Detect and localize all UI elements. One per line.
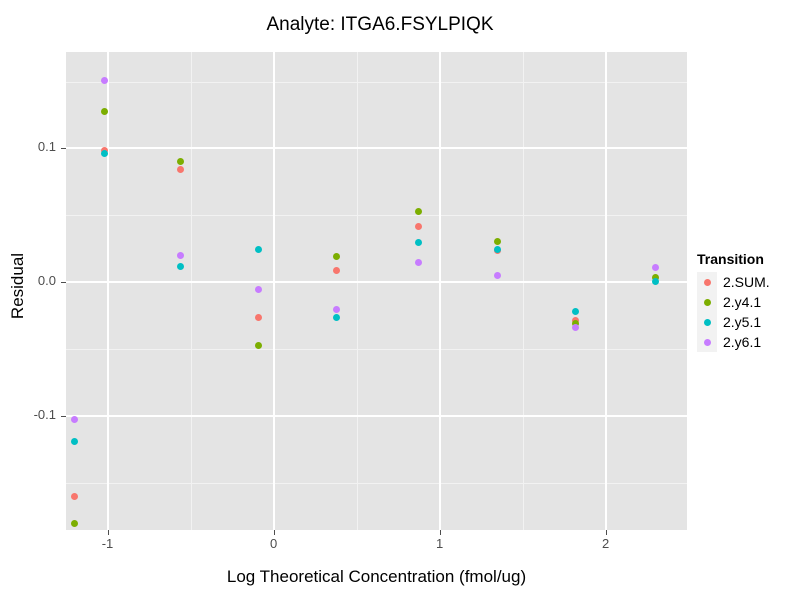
legend-items: 2.SUM. 2.y4.1 2.y5.1 2.y6.1 xyxy=(697,272,797,352)
data-point xyxy=(414,207,422,215)
data-point xyxy=(177,157,185,165)
data-point xyxy=(255,246,263,253)
gridline-vertical-major xyxy=(272,52,275,530)
data-point xyxy=(414,238,422,246)
x-axis-tick-mark xyxy=(605,530,607,535)
data-point xyxy=(255,314,263,322)
x-axis-tick-mark xyxy=(439,530,441,535)
data-point xyxy=(572,308,580,316)
data-point xyxy=(652,264,659,272)
legend-item-label: 2.SUM. xyxy=(723,274,770,290)
gridline-horizontal-minor xyxy=(66,349,687,351)
gridline-horizontal-minor xyxy=(66,483,687,485)
gridline-vertical-major xyxy=(106,52,109,530)
gridline-horizontal-major xyxy=(66,415,687,418)
data-point xyxy=(414,222,422,230)
legend-title: Transition xyxy=(697,251,764,267)
legend-color-dot-icon xyxy=(703,318,711,326)
legend-key-swatch xyxy=(697,332,717,352)
page-title: Analyte: ITGA6.FSYLPIQK xyxy=(266,14,494,35)
data-point xyxy=(333,306,341,314)
x-axis-tick-label: -1 xyxy=(101,536,114,551)
data-point xyxy=(333,252,341,260)
gridline-vertical-minor xyxy=(190,52,192,530)
legend-item[interactable]: 2.SUM. xyxy=(697,272,797,292)
legend-key-swatch xyxy=(697,312,717,332)
x-axis-label: Log Theoretical Concentration (fmol/ug) xyxy=(226,567,527,586)
data-point xyxy=(494,246,502,253)
data-point xyxy=(70,493,78,500)
x-axis-tick-label: 2 xyxy=(601,536,610,551)
gridline-vertical-major xyxy=(438,52,441,530)
y-axis-tick-label: 0.1 xyxy=(37,139,56,155)
data-point xyxy=(494,272,502,280)
data-point xyxy=(70,416,78,423)
data-point xyxy=(333,267,341,275)
legend-color-dot-icon xyxy=(703,278,711,286)
data-point xyxy=(652,277,659,285)
gridline-vertical-minor xyxy=(522,52,524,530)
legend-item-label: 2.y5.1 xyxy=(723,314,762,330)
gridline-horizontal-major xyxy=(66,281,687,284)
legend-key-swatch xyxy=(697,272,717,292)
data-point xyxy=(572,323,580,331)
plot-panel xyxy=(66,52,687,530)
legend-item-label: 2.y6.1 xyxy=(723,334,762,350)
x-axis-tick-mark xyxy=(273,530,275,535)
data-point xyxy=(255,286,263,294)
gridline-horizontal-minor xyxy=(66,81,687,83)
x-axis-tick-label: 1 xyxy=(435,536,444,551)
y-axis-label: Residual xyxy=(8,252,27,320)
y-axis-tick-mark xyxy=(61,148,66,150)
y-axis-tick-mark xyxy=(61,416,66,418)
data-point xyxy=(100,76,108,84)
legend-item[interactable]: 2.y6.1 xyxy=(697,332,797,352)
data-point xyxy=(177,165,185,173)
gridline-vertical-minor xyxy=(356,52,358,530)
x-axis-tick-mark xyxy=(107,530,109,535)
data-point xyxy=(494,238,502,245)
x-axis-tick-label: 0 xyxy=(269,536,278,551)
data-point xyxy=(333,313,341,321)
legend: Transition 2.SUM. 2.y4.1 2.y5.1 2.y6.1 xyxy=(697,251,797,352)
legend-color-dot-icon xyxy=(703,338,711,346)
data-point xyxy=(177,262,185,270)
legend-item[interactable]: 2.y4.1 xyxy=(697,292,797,312)
data-point xyxy=(100,149,108,157)
data-point xyxy=(177,252,185,259)
data-point xyxy=(255,342,263,350)
legend-item[interactable]: 2.y5.1 xyxy=(697,312,797,332)
y-axis-tick-label: -0.1 xyxy=(33,407,56,423)
data-point xyxy=(414,258,422,266)
legend-key-swatch xyxy=(697,292,717,312)
gridline-horizontal-major xyxy=(66,147,687,150)
data-point xyxy=(70,437,78,445)
data-point xyxy=(70,519,78,527)
gridline-vertical-major xyxy=(604,52,607,530)
y-axis-tick-label: 0.0 xyxy=(37,273,56,289)
legend-color-dot-icon xyxy=(703,298,711,306)
legend-item-label: 2.y4.1 xyxy=(723,294,762,310)
gridline-horizontal-minor xyxy=(66,215,687,217)
data-point xyxy=(100,108,108,116)
y-axis-tick-mark xyxy=(61,282,66,284)
